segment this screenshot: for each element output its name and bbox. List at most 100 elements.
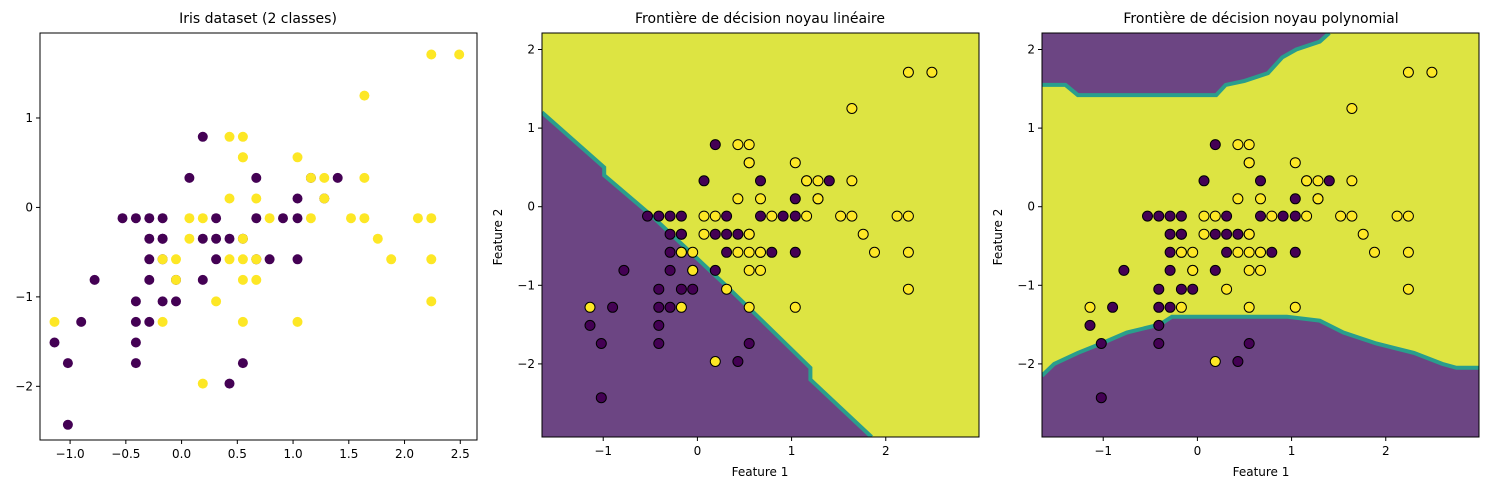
data-point-class-0	[709, 264, 721, 276]
data-point-class-1	[902, 246, 914, 258]
data-point-class-0	[1187, 283, 1199, 295]
data-point-class-1	[732, 246, 744, 258]
data-point-class-0	[595, 338, 607, 349]
data-point-class-0	[664, 228, 676, 240]
data-point-class-0	[777, 210, 789, 222]
data-point-class-1	[675, 246, 687, 258]
data-point-class-0	[1164, 228, 1176, 240]
y-axis-title: Feature 2	[491, 209, 505, 266]
y-tick-label: −2	[517, 357, 535, 371]
data-point-class-0	[595, 392, 607, 404]
data-point-class-0	[687, 283, 699, 295]
data-point-class-0	[1164, 264, 1176, 276]
data-point-class-1	[846, 175, 858, 187]
axes-frame	[39, 32, 478, 441]
data-point-class-1	[237, 233, 248, 244]
data-point-class-1	[709, 210, 721, 222]
data-point-class-0	[197, 274, 208, 285]
data-point-class-0	[144, 233, 155, 244]
data-point-class-0	[1107, 301, 1119, 313]
data-point-class-1	[1209, 356, 1221, 367]
x-tick-label: 0.0	[172, 447, 191, 461]
data-point-class-0	[1153, 319, 1165, 331]
data-point-class-0	[292, 193, 303, 204]
data-point-class-1	[766, 210, 778, 222]
data-point-class-1	[789, 301, 801, 313]
data-point-class-0	[1243, 338, 1255, 349]
data-point-class-0	[1277, 210, 1289, 222]
data-point-class-1	[171, 254, 181, 265]
data-point-class-0	[1289, 193, 1301, 205]
data-point-class-1	[426, 254, 437, 265]
data-point-class-0	[664, 301, 676, 313]
data-point-class-1	[698, 228, 710, 240]
x-tick-label: 2.0	[395, 447, 414, 461]
data-point-class-0	[1142, 210, 1153, 222]
data-point-class-1	[305, 172, 316, 183]
data-point-class-0	[1175, 283, 1187, 295]
data-point-class-0	[1175, 210, 1187, 222]
data-point-class-1	[237, 274, 248, 285]
data-point-class-0	[823, 175, 835, 187]
data-point-class-0	[76, 316, 87, 327]
data-point-class-1	[426, 296, 437, 307]
data-point-class-0	[224, 233, 235, 244]
data-point-class-1	[1243, 139, 1255, 151]
data-point-class-0	[721, 246, 733, 258]
data-point-class-0	[117, 213, 128, 224]
y-tick-label: −2	[1017, 357, 1035, 371]
data-point-class-0	[675, 210, 687, 222]
data-point-class-0	[584, 319, 596, 331]
y-tick-label: 1	[527, 121, 535, 135]
data-point-class-1	[1402, 210, 1414, 222]
data-point-class-0	[251, 213, 262, 224]
data-point-class-1	[721, 283, 733, 295]
decision-boundary-upper	[1042, 33, 1331, 98]
data-point-class-1	[926, 66, 938, 78]
x-tick-label: 1.0	[284, 447, 303, 461]
data-point-class-1	[709, 356, 721, 367]
data-point-class-1	[251, 254, 262, 265]
data-point-class-0	[1164, 246, 1176, 258]
data-point-class-0	[184, 172, 195, 183]
x-tick-label: −0.5	[111, 447, 140, 461]
scatter-panel-iris: Iris dataset (2 classes) −1.0 −0.5 0.0 0.5 1…	[15, 11, 478, 461]
data-point-class-1	[687, 246, 699, 258]
y-tick-label: 1	[1027, 121, 1035, 135]
data-point-class-0	[130, 316, 141, 327]
data-point-class-0	[789, 246, 801, 258]
plot-title: Frontière de décision noyau linéaire	[635, 11, 885, 27]
plot-title: Iris dataset (2 classes)	[179, 11, 337, 27]
data-point-class-0	[171, 296, 181, 307]
region-class-0-upper	[1042, 33, 1330, 96]
data-point-class-0	[130, 358, 141, 369]
data-point-class-0	[1209, 264, 1221, 276]
y-tick-label: −1	[517, 278, 535, 292]
data-point-class-1	[454, 49, 465, 60]
data-point-class-1	[224, 131, 235, 142]
data-point-class-1	[251, 193, 262, 204]
data-point-class-0	[251, 172, 262, 183]
data-point-class-0	[653, 301, 665, 313]
data-point-class-1	[1255, 246, 1266, 258]
data-point-class-1	[801, 175, 813, 187]
y-tick-label: 0	[1027, 200, 1035, 214]
plot-title: Frontière de décision noyau polynomial	[1123, 11, 1398, 27]
data-point-class-0	[789, 210, 801, 222]
data-point-class-0	[618, 264, 630, 276]
data-point-class-1	[743, 228, 755, 240]
data-point-class-0	[1095, 338, 1107, 349]
plot-area: −1 0 1 2 −2 −1 0 1 2	[1017, 32, 1480, 458]
data-point-class-1	[743, 301, 755, 313]
y-tick-label: 1	[25, 111, 33, 125]
data-point-class-0	[1209, 228, 1221, 240]
data-point-class-0	[62, 419, 73, 430]
data-point-class-1	[857, 228, 869, 240]
data-point-class-1	[1209, 210, 1221, 222]
data-point-class-0	[607, 301, 619, 313]
data-point-class-0	[211, 213, 222, 224]
data-point-class-0	[1232, 356, 1244, 367]
y-tick-label: −1	[15, 290, 33, 304]
plot-area: −1 0 1 2 −2 −1 0 1 2	[517, 32, 980, 458]
data-point-class-1	[359, 172, 370, 183]
